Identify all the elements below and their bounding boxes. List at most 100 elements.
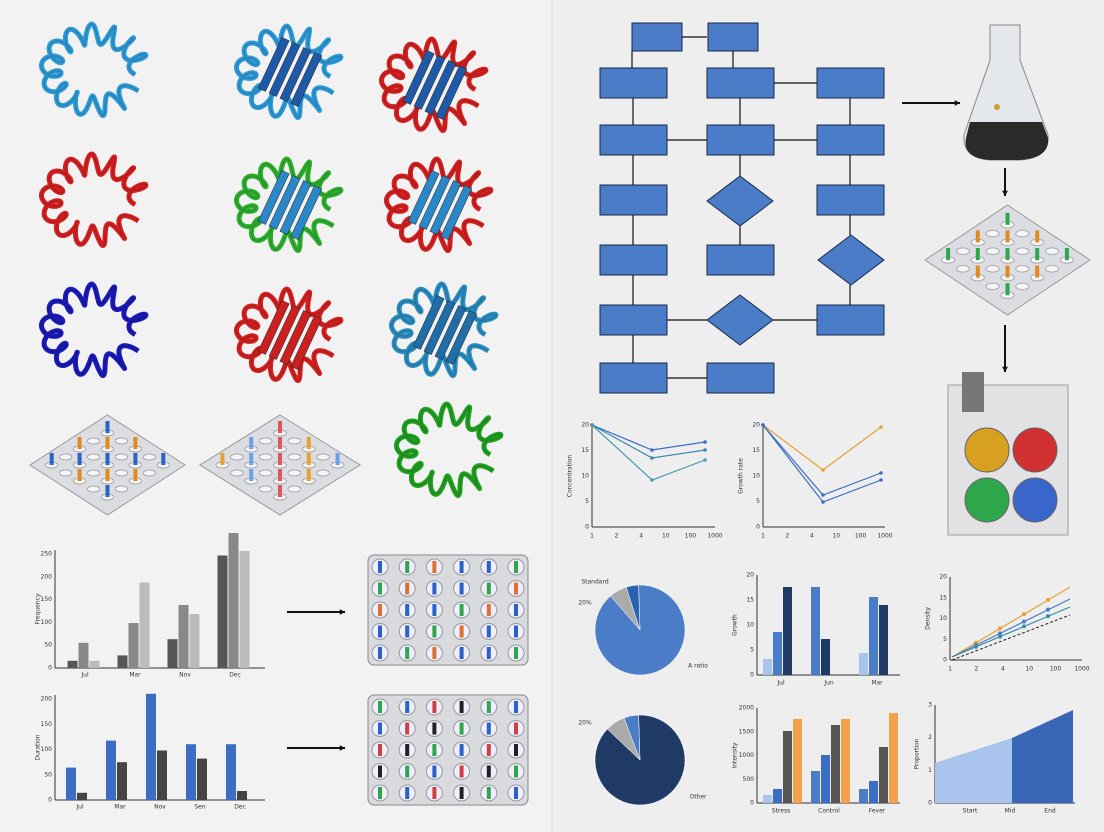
tube: [378, 647, 382, 659]
tube: [161, 453, 166, 465]
point: [998, 631, 1002, 636]
label: 5: [750, 647, 754, 654]
well: [955, 247, 971, 255]
label: 500: [743, 776, 755, 783]
left-panel: [0, 0, 552, 832]
tube: [278, 437, 282, 449]
flow-box: [599, 304, 668, 336]
bar: [773, 632, 782, 675]
label: 100: [685, 533, 697, 540]
tube: [486, 582, 491, 595]
flow-box: [599, 244, 668, 276]
bar: [821, 639, 830, 675]
flow-box: [707, 22, 759, 52]
bar: [841, 719, 850, 803]
point: [974, 644, 978, 649]
label: 0: [750, 672, 754, 679]
tube: [432, 744, 437, 756]
label: Jul: [776, 680, 785, 687]
label: Jul: [75, 804, 84, 811]
label: Duration: [35, 734, 42, 760]
bar: [228, 533, 239, 668]
protein-ribbon: [393, 401, 504, 498]
label: 0: [585, 524, 589, 531]
bar: [89, 660, 100, 668]
tube: [486, 701, 491, 713]
tube: [1064, 248, 1069, 260]
well: [258, 437, 273, 445]
bead: [994, 104, 1000, 110]
well: [142, 453, 157, 461]
bar: [189, 614, 200, 668]
label: Intensity: [732, 742, 739, 769]
beta-strand: [257, 36, 290, 92]
tube: [975, 265, 980, 278]
point: [879, 425, 883, 429]
label: Mar: [114, 804, 126, 811]
flow-box: [599, 67, 668, 99]
tube: [975, 230, 980, 243]
flow-box: [599, 184, 668, 216]
tube: [432, 647, 437, 659]
label: 200: [41, 696, 53, 703]
flow-box: [599, 362, 668, 394]
point: [703, 448, 707, 452]
arrow-head: [1002, 190, 1008, 196]
beta-strand: [445, 310, 478, 366]
protein-ribbon-shade: [40, 283, 147, 377]
point: [998, 634, 1002, 639]
label: 20: [939, 574, 947, 581]
label: Mar: [871, 680, 883, 687]
tube: [1005, 283, 1010, 296]
label: Nov: [154, 804, 166, 811]
bar: [879, 605, 888, 675]
arrow-head: [339, 609, 345, 615]
colored-well: [964, 477, 1010, 523]
bar: [831, 725, 840, 803]
tube: [459, 765, 464, 778]
bar: [106, 740, 116, 800]
tube: [1035, 265, 1040, 278]
label: 100: [1050, 666, 1062, 673]
tube: [378, 744, 382, 756]
label: 1: [761, 533, 765, 540]
label: 2: [785, 533, 789, 540]
well: [142, 469, 157, 477]
bar: [783, 731, 792, 803]
label: 1000: [739, 752, 754, 759]
trend-dashed: [951, 614, 1071, 661]
protein-ribbon: [38, 281, 149, 378]
bar: [869, 597, 878, 675]
bar: [178, 605, 189, 668]
plate: [367, 694, 529, 806]
protein-ribbon-shade: [395, 403, 502, 497]
tube: [405, 744, 410, 756]
well: [229, 453, 244, 461]
bar: [763, 659, 772, 675]
label: 10: [752, 473, 760, 480]
label: Growth: [732, 614, 739, 636]
tube: [378, 582, 382, 595]
bar: [67, 660, 78, 668]
area: [935, 738, 1012, 803]
label: 4: [810, 533, 814, 540]
bar: [811, 587, 820, 675]
tube: [486, 647, 491, 659]
flow-box: [816, 304, 885, 336]
label: 1: [928, 767, 932, 774]
well: [955, 265, 971, 273]
label: 15: [581, 447, 589, 454]
point: [1046, 597, 1050, 602]
tube: [514, 701, 518, 713]
tube: [1005, 248, 1010, 260]
point: [703, 458, 707, 462]
label: 0: [48, 665, 52, 672]
label: Dec: [234, 804, 246, 811]
label: 0: [756, 524, 760, 531]
label: 20: [581, 422, 589, 429]
flow-box: [706, 244, 775, 276]
bar: [879, 747, 888, 803]
tube: [514, 604, 518, 616]
tube: [378, 787, 382, 799]
